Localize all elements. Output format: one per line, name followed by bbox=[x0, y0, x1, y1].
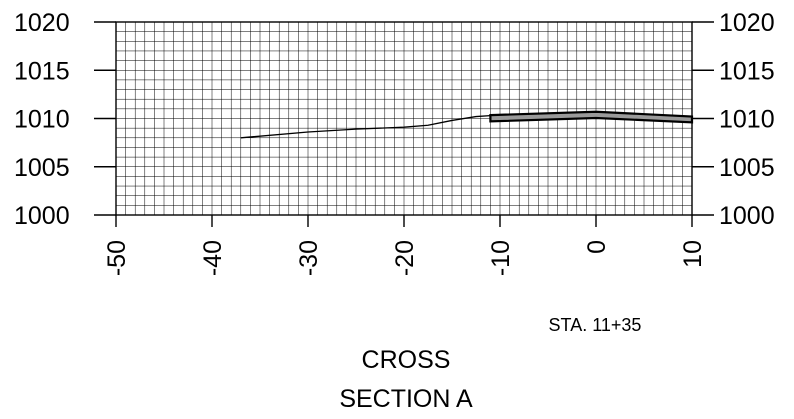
y-tick-label-right: 1015 bbox=[719, 57, 775, 85]
y-tick-label-right: 1010 bbox=[719, 106, 775, 134]
x-tick-label: -10 bbox=[487, 240, 515, 276]
y-axis-right: 1000 1005 1010 1015 1020 bbox=[692, 9, 775, 230]
x-tick-label: -40 bbox=[199, 240, 227, 276]
x-tick-label: -50 bbox=[103, 240, 131, 276]
y-tick-label-right: 1020 bbox=[719, 9, 775, 37]
x-tick-label: 0 bbox=[583, 240, 611, 254]
y-tick-label-left: 1005 bbox=[14, 154, 70, 182]
y-tick-label-left: 1000 bbox=[14, 202, 70, 230]
title-line-2: SECTION A bbox=[339, 385, 473, 413]
pavement-section bbox=[489, 110, 694, 124]
title-line-1: CROSS bbox=[362, 346, 451, 374]
x-tick-label: 10 bbox=[679, 240, 707, 268]
x-tick-label: -30 bbox=[295, 240, 323, 276]
x-axis: -50 -40 -30 -20 -10 0 10 bbox=[103, 215, 707, 276]
x-tick-label: -20 bbox=[391, 240, 419, 276]
y-tick-label-left: 1020 bbox=[14, 9, 70, 37]
station-label: STA. 11+35 bbox=[549, 315, 642, 335]
ground-profile-line bbox=[240, 114, 491, 139]
y-tick-label-left: 1015 bbox=[14, 57, 70, 85]
y-tick-label-right: 1000 bbox=[719, 202, 775, 230]
y-axis-left: 1000 1005 1010 1015 1020 bbox=[14, 9, 116, 230]
y-tick-label-right: 1005 bbox=[719, 154, 775, 182]
y-tick-label-left: 1010 bbox=[14, 106, 70, 134]
